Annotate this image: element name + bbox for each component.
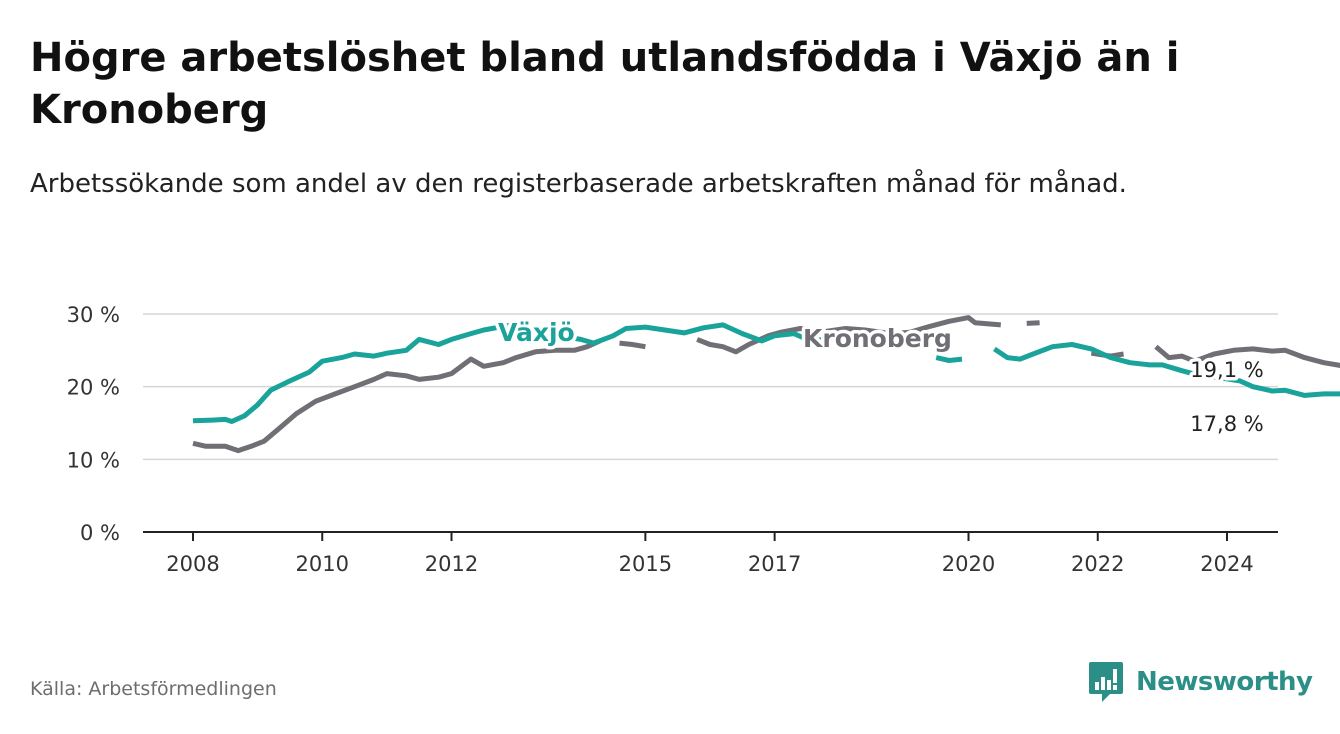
x-tick-label: 2012 [425,552,478,576]
end-label-vaxjo-halo: 19,1 % [1190,358,1263,382]
y-tick-label: 30 % [67,303,120,327]
series-line-vaxjo [548,322,827,346]
series-line-vaxjo [192,320,524,424]
series-line-kronoberg [619,340,646,350]
end-label-vaxjo: 19,1 % [1190,358,1263,382]
x-tick-label: 2024 [1200,552,1253,576]
end-label-kronoberg-halo: 17,8 % [1190,412,1263,436]
series-label-vaxjo-halo: Växjö [498,318,575,347]
end-label-kronoberg: 17,8 % [1190,412,1263,436]
series-line-vaxjo [935,355,963,363]
source-note: Källa: Arbetsförmedlingen [30,678,277,700]
series-lines [192,315,1340,454]
x-tick-label: 2017 [748,552,801,576]
x-tick-label: 2020 [942,552,995,576]
series-line-kronoberg [1026,320,1040,326]
series-line-kronoberg [192,338,602,454]
x-axis: 2008 2010 2012 2015 2017 2020 2022 2024 [143,531,1278,576]
brand-logo[interactable]: Newsworthy [1088,660,1313,704]
line-chart: 0 % 10 % 20 % 30 % 2008 2010 2012 2015 2017 2020… [67,303,1340,576]
series-line-vaxjo [993,342,1340,398]
series-line-kronoberg [696,315,1002,355]
x-tick-label: 2015 [619,552,672,576]
series-label-kronoberg-halo: Kronoberg [803,324,952,353]
chart-title: Högre arbetslöshet bland utlandsfödda i … [30,35,1180,133]
x-tick-label: 2008 [166,552,219,576]
series-label-vaxjo: Växjö [498,318,575,347]
gridlines [143,313,1278,461]
x-tick-label: 2010 [296,552,349,576]
series-label-kronoberg: Kronoberg [803,324,952,353]
series-line-kronoberg [1154,344,1340,369]
bar-chart-icon [1089,662,1123,702]
chart-subtitle: Arbetssökande som andel av den registerb… [30,169,1127,199]
y-tick-label: 0 % [80,521,120,545]
y-axis-ticks: 0 % 10 % 20 % 30 % [67,303,120,545]
brand-name: Newsworthy [1136,667,1313,697]
x-tick-label: 2022 [1071,552,1124,576]
y-tick-label: 10 % [67,448,120,472]
y-tick-label: 20 % [67,376,120,400]
